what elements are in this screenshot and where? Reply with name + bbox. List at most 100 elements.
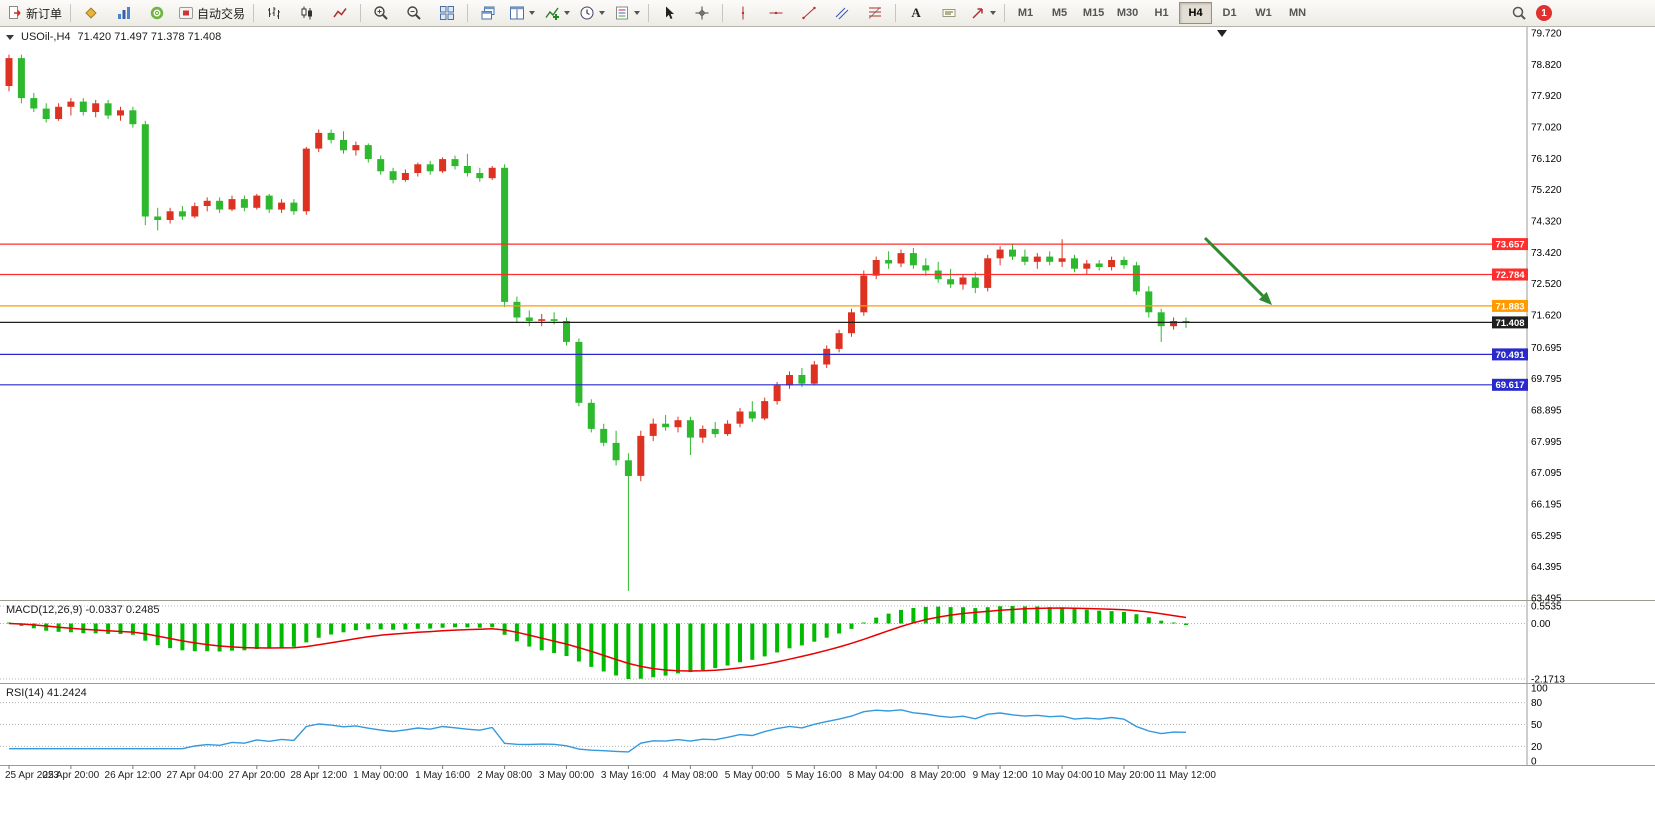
horizontal-line[interactable]: 71.408 <box>0 316 1528 329</box>
trendline-icon <box>801 5 817 21</box>
horizontal-line-tool-button[interactable] <box>760 1 792 25</box>
candlestick-mode-button[interactable] <box>291 1 323 25</box>
new-order-icon <box>7 5 23 21</box>
candle <box>302 148 310 212</box>
svg-text:0.5535: 0.5535 <box>1531 602 1562 613</box>
timeframe-m30-button[interactable]: M30 <box>1116 7 1139 19</box>
rsi-indicator-label: RSI(14) 41.2424 <box>6 687 87 699</box>
svg-text:77.020: 77.020 <box>1531 123 1562 134</box>
vertical-line-tool-button[interactable] <box>727 1 759 25</box>
toolbar-separator <box>895 4 897 22</box>
svg-text:10 May 04:00: 10 May 04:00 <box>1032 770 1093 781</box>
crosshair-tool-button[interactable] <box>686 1 718 25</box>
candle <box>513 301 521 318</box>
templates-button[interactable] <box>610 1 644 25</box>
horizontal-line[interactable]: 72.784 <box>0 268 1528 281</box>
svg-text:9 May 12:00: 9 May 12:00 <box>973 770 1028 781</box>
symbol-dropdown-icon[interactable] <box>6 34 14 40</box>
periods-button[interactable] <box>575 1 609 25</box>
timeframe-mn-button[interactable]: MN <box>1288 7 1307 19</box>
svg-text:68.895: 68.895 <box>1531 406 1562 417</box>
candle <box>166 211 174 220</box>
horizontal-line[interactable]: 69.617 <box>0 378 1528 391</box>
search-button[interactable] <box>1503 1 1535 25</box>
horizontal-line[interactable]: 73.657 <box>0 238 1528 251</box>
candle <box>439 159 447 172</box>
chart-canvas[interactable]: 79.720 78.820 77.920 77.020 76.120 75.220 74.3… <box>0 27 1655 829</box>
tile-windows-button[interactable] <box>431 1 463 25</box>
candle <box>488 167 496 179</box>
channel-tool-button[interactable] <box>826 1 858 25</box>
timeframe-m1-button[interactable]: M1 <box>1017 7 1034 19</box>
horizontal-line[interactable]: 71.883 <box>0 299 1528 312</box>
trendline-tool-button[interactable] <box>793 1 825 25</box>
community-button[interactable] <box>141 1 173 25</box>
candle <box>1108 260 1116 267</box>
text-tool-button[interactable]: A <box>900 1 932 25</box>
svg-text:80: 80 <box>1531 698 1543 709</box>
price-tag <box>1492 316 1528 329</box>
new-order-button[interactable]: 新订单 <box>3 1 66 25</box>
timeframe-h1-button[interactable]: H1 <box>1154 7 1169 19</box>
zoom-out-button[interactable] <box>398 1 430 25</box>
svg-text:3 May 00:00: 3 May 00:00 <box>539 770 594 781</box>
price-tag <box>1492 378 1528 391</box>
svg-text:3 May 16:00: 3 May 16:00 <box>601 770 656 781</box>
timeframe-h4-button[interactable]: H4 <box>1179 2 1213 24</box>
auto-trading-button[interactable]: 自动交易 <box>174 1 249 25</box>
svg-text:71.408: 71.408 <box>1495 318 1524 329</box>
bar-chart-mode-button[interactable] <box>258 1 290 25</box>
dropdown-caret-icon <box>599 11 606 15</box>
horizontal-line[interactable]: 70.491 <box>0 348 1528 361</box>
macd-panel: 0.5535 0.00 -2.1713 <box>0 602 1565 686</box>
fibonacci-tool-button[interactable] <box>859 1 891 25</box>
timeframe-w1-button[interactable]: W1 <box>1255 7 1272 19</box>
candlestick-icon <box>299 5 315 21</box>
charts-button[interactable] <box>108 1 140 25</box>
candle <box>17 58 25 99</box>
timeframe-m15-button[interactable]: M15 <box>1082 7 1105 19</box>
vertical-line-icon <box>735 5 751 21</box>
svg-text:0.00: 0.00 <box>1531 619 1551 630</box>
shapes-tool-button[interactable] <box>966 1 1000 25</box>
trend-arrow[interactable] <box>1203 236 1272 305</box>
candle <box>278 202 286 210</box>
candle <box>451 159 459 167</box>
timeframe-d1-button[interactable]: D1 <box>1222 7 1237 19</box>
candle <box>55 106 63 119</box>
chart-region[interactable]: 79.720 78.820 77.920 77.020 76.120 75.220 74.3… <box>0 27 1655 829</box>
candle <box>674 420 682 428</box>
candle <box>178 211 186 217</box>
bar-chart-icon <box>266 5 282 21</box>
cascade-windows-button[interactable] <box>472 1 504 25</box>
zoom-in-button[interactable] <box>365 1 397 25</box>
candle <box>761 401 769 419</box>
fibonacci-icon <box>867 5 883 21</box>
candle <box>290 202 298 212</box>
candle <box>340 139 347 151</box>
cursor-tool-button[interactable] <box>653 1 685 25</box>
candle <box>501 167 509 302</box>
label-tool-button[interactable] <box>933 1 965 25</box>
svg-text:69.617: 69.617 <box>1495 380 1524 391</box>
indicators-button[interactable] <box>540 1 574 25</box>
svg-text:2 May 08:00: 2 May 08:00 <box>477 770 532 781</box>
candle <box>1021 256 1029 262</box>
new-order-label: 新订单 <box>26 6 63 21</box>
notification-badge[interactable]: 1 <box>1536 5 1552 21</box>
price-axis: 79.720 78.820 77.920 77.020 76.120 75.220 74.3… <box>1531 29 1562 605</box>
candle <box>563 321 570 342</box>
svg-text:20: 20 <box>1531 742 1543 753</box>
chart-shift-marker[interactable] <box>1217 30 1227 37</box>
timeframe-m5-button[interactable]: M5 <box>1051 7 1068 19</box>
new-window-button[interactable] <box>505 1 539 25</box>
candle <box>959 277 967 285</box>
candle <box>612 442 620 461</box>
profiles-button[interactable] <box>75 1 107 25</box>
svg-text:-2.1713: -2.1713 <box>1531 675 1565 686</box>
line-chart-mode-button[interactable] <box>324 1 356 25</box>
candle <box>686 420 694 438</box>
arrow-shape-icon <box>970 5 986 21</box>
candlesticks <box>5 54 1190 591</box>
candle <box>228 199 236 210</box>
